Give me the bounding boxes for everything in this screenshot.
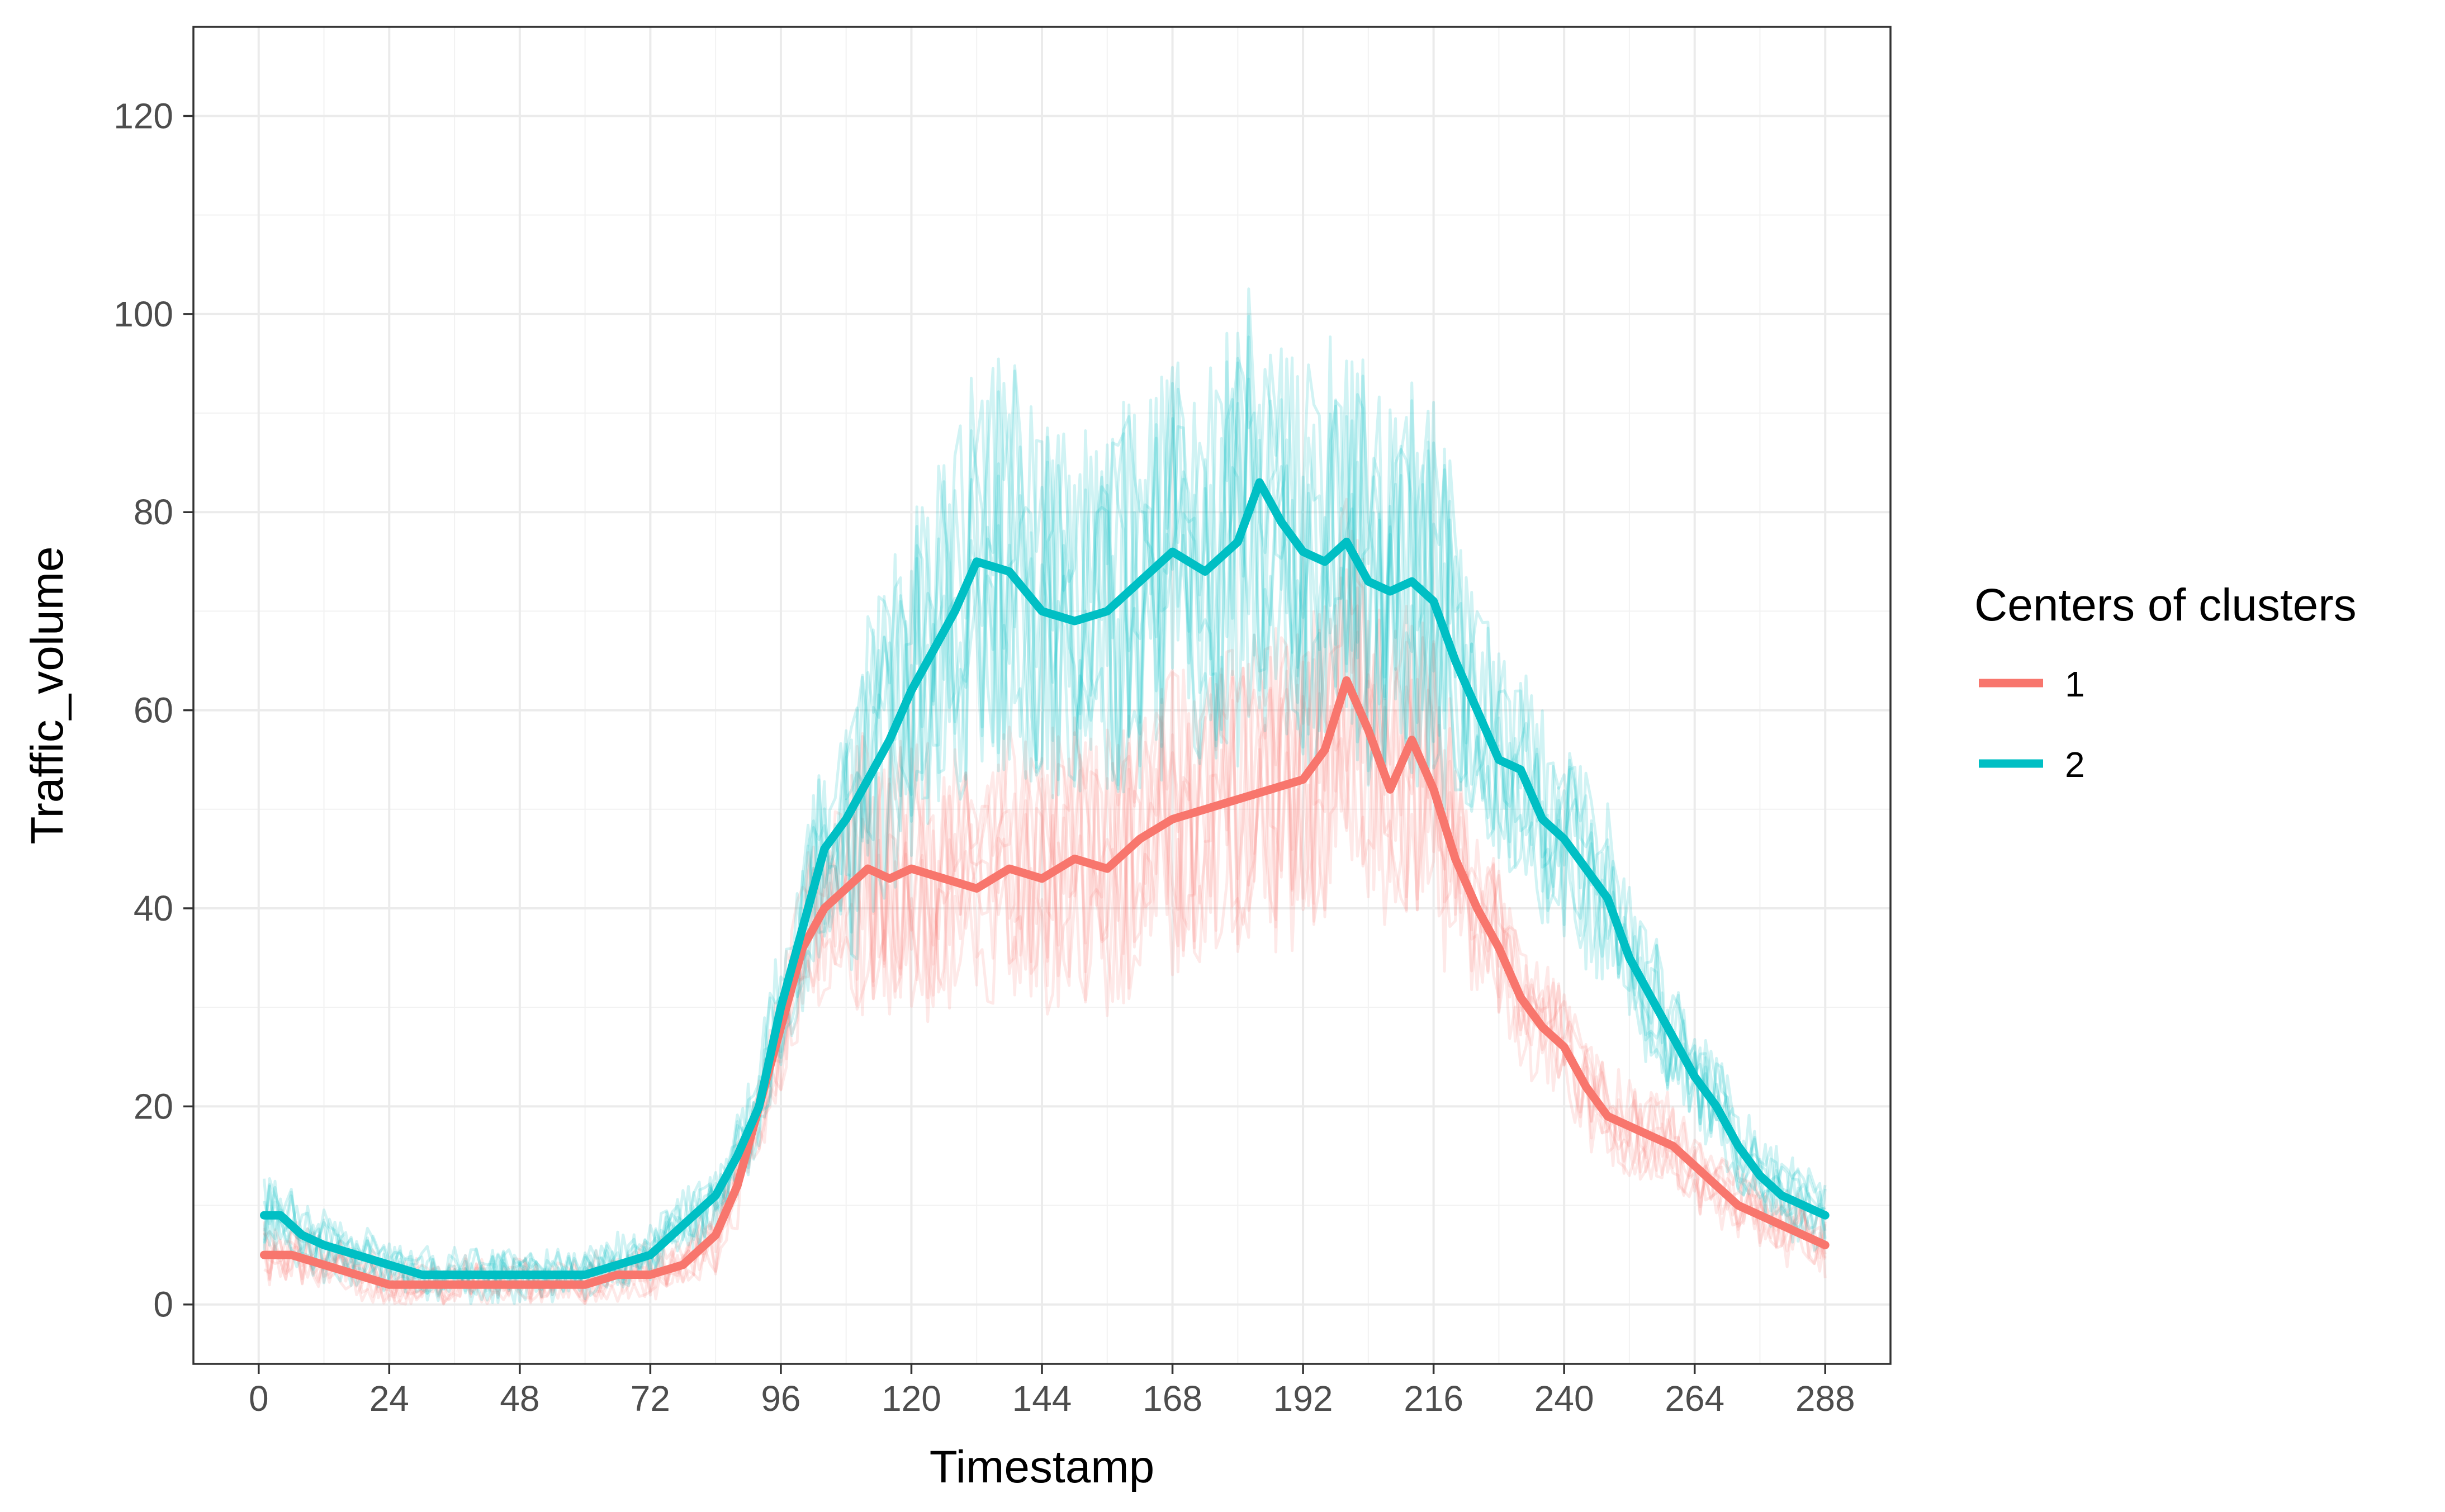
member-trace-2 bbox=[263, 369, 1827, 1295]
axes: 0 24 48 72 96 120 144 168 192 216 240 264 288 0 20 40 60… bbox=[113, 96, 1855, 1419]
member-trace-1 bbox=[263, 599, 1827, 1303]
legend-title: Centers of clusters bbox=[1974, 580, 2357, 631]
x-tick-label: 192 bbox=[1273, 1378, 1333, 1419]
member-trace-1 bbox=[263, 608, 1827, 1306]
legend: Centers of clusters 12 bbox=[1974, 580, 2357, 785]
legend-entries: 12 bbox=[1979, 664, 2085, 785]
y-tick-label: 120 bbox=[113, 96, 173, 136]
x-tick-label: 144 bbox=[1012, 1378, 1072, 1419]
x-axis-title: Timestamp bbox=[930, 1442, 1154, 1492]
legend-label-2: 2 bbox=[2065, 745, 2085, 785]
member-trace-2 bbox=[263, 357, 1827, 1302]
y-tick-label: 80 bbox=[134, 492, 173, 532]
y-tick-label: 20 bbox=[134, 1086, 173, 1126]
y-axis-title: Traffic_volume bbox=[22, 546, 73, 844]
x-tick-label: 96 bbox=[761, 1378, 800, 1419]
x-tick-label: 240 bbox=[1534, 1378, 1594, 1419]
series-line-2 bbox=[260, 478, 1830, 1279]
y-tick-label: 0 bbox=[153, 1285, 173, 1325]
x-tick-label: 216 bbox=[1404, 1378, 1463, 1419]
x-tick-label: 48 bbox=[500, 1378, 539, 1419]
series-line-1 bbox=[260, 676, 1830, 1289]
x-tick-label: 0 bbox=[249, 1378, 269, 1419]
x-tick-label: 288 bbox=[1795, 1378, 1855, 1419]
series-lines bbox=[260, 478, 1830, 1289]
x-tick-label: 24 bbox=[369, 1378, 409, 1419]
member-trace-2 bbox=[263, 315, 1827, 1305]
x-tick-label: 264 bbox=[1665, 1378, 1724, 1419]
x-tick-label: 72 bbox=[631, 1378, 670, 1419]
x-tick-label: 168 bbox=[1143, 1378, 1202, 1419]
member-trace-2 bbox=[263, 287, 1826, 1304]
x-tick-label: 120 bbox=[882, 1378, 941, 1419]
grid bbox=[193, 27, 1890, 1364]
legend-label-1: 1 bbox=[2065, 664, 2085, 704]
y-tick-label: 60 bbox=[134, 690, 173, 731]
member-trace-2 bbox=[263, 347, 1826, 1305]
y-tick-label: 100 bbox=[113, 294, 173, 334]
y-tick-label: 40 bbox=[134, 888, 173, 928]
